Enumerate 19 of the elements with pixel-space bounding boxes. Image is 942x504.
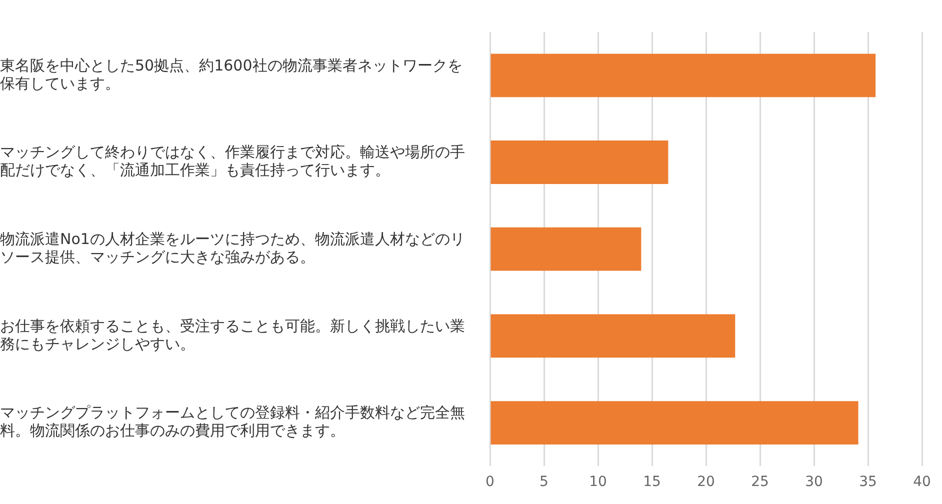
x-tick-label: 30	[805, 474, 823, 490]
x-tick-label: 25	[751, 474, 769, 490]
bar	[490, 227, 642, 271]
y-tick-label: マッチングして終わりではなく、作業履行まで対応。輸送や場所の手配だけでなく、「流通加工作業」も責任持って行います。	[0, 143, 465, 180]
x-tick-label: 10	[589, 474, 607, 490]
y-tick-label: マッチングプラットフォームとしての登録料・紹介手数料など完全無料。物流関係のお仕事のみの費用で利用できます。	[0, 404, 465, 440]
x-tick-label: 5	[540, 474, 548, 490]
y-tick-label: 物流派遣No1の人材企業をルーツに持つため、物流派遣人材などのリソース提供、マッチングに大きな強みがある。	[0, 230, 465, 266]
x-tick-label: 35	[859, 474, 877, 490]
y-tick-label: お仕事を依頼することも、受注することも可能。新しく挑戦したい業務にもチャレンジしやすい。	[0, 316, 465, 353]
x-tick-label: 0	[486, 474, 494, 490]
y-tick-label: 東名阪を中心とした50拠点、約1600社の物流事業者ネットワークを保有しています。	[0, 56, 462, 92]
bar	[490, 401, 858, 444]
bar	[490, 140, 668, 184]
bar	[490, 314, 736, 358]
x-tick-label: 40	[913, 474, 931, 490]
x-tick-label: 20	[697, 474, 715, 490]
x-tick-label: 15	[643, 474, 661, 490]
bar	[490, 54, 876, 98]
